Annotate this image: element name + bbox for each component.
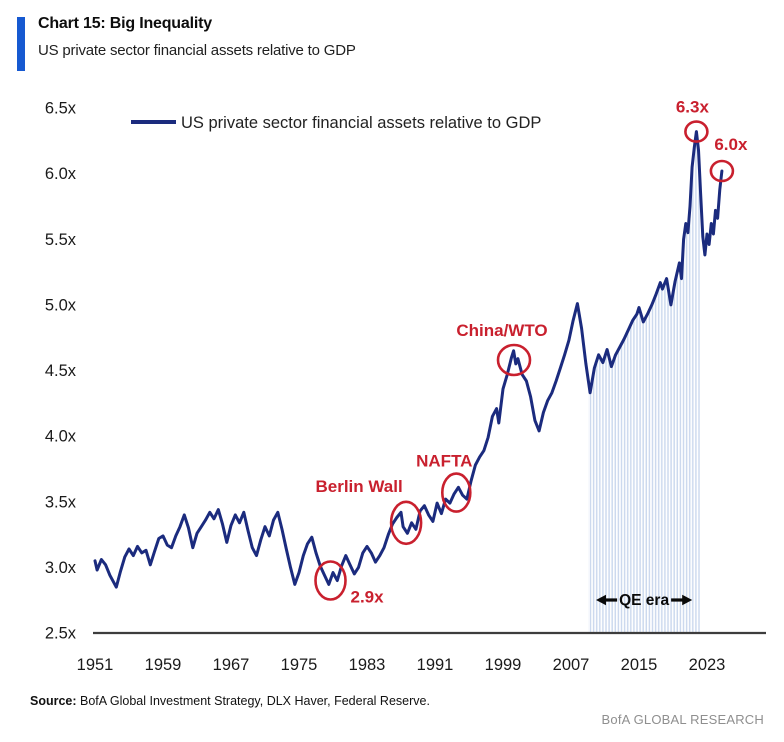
x-tick-label: 1967 bbox=[213, 656, 250, 674]
chart-subtitle: US private sector financial assets relat… bbox=[38, 42, 356, 59]
y-tick-label: 3.5x bbox=[45, 493, 77, 511]
x-tick-label: 1999 bbox=[485, 656, 522, 674]
annotation-label-china-wto: China/WTO bbox=[456, 321, 547, 340]
source-note: Source: BofA Global Investment Strategy,… bbox=[30, 694, 430, 708]
x-tick-label: 2007 bbox=[553, 656, 590, 674]
y-tick-label: 6.5x bbox=[45, 100, 77, 118]
x-tick-label: 1975 bbox=[281, 656, 318, 674]
x-tick-label: 1983 bbox=[349, 656, 386, 674]
annotation-circle-berlin-wall bbox=[389, 500, 423, 546]
annotation-circle-2-9x bbox=[314, 560, 347, 601]
y-tick-label: 6.0x bbox=[45, 165, 77, 183]
qe-left-arrow-head bbox=[596, 594, 606, 606]
chart-title: Chart 15: Big Inequality bbox=[38, 15, 212, 32]
y-tick-label: 3.0x bbox=[45, 559, 77, 577]
source-text: BofA Global Investment Strategy, DLX Hav… bbox=[76, 694, 430, 708]
annotation-label-6-0x: 6.0x bbox=[714, 135, 748, 154]
annotation-circle-6-3x bbox=[684, 120, 709, 143]
y-tick-label: 2.5x bbox=[45, 625, 77, 643]
brand-mark: BofA GLOBAL RESEARCH bbox=[601, 712, 764, 727]
y-tick-label: 5.0x bbox=[45, 296, 77, 314]
x-tick-label: 1959 bbox=[145, 656, 182, 674]
source-label: Source: bbox=[30, 694, 77, 708]
y-tick-label: 4.5x bbox=[45, 362, 77, 380]
annotation-label-nafta: NAFTA bbox=[416, 452, 472, 471]
qe-right-arrow-head bbox=[682, 594, 693, 606]
annotation-circle-china-wto bbox=[496, 343, 532, 377]
annotation-label-2-9x: 2.9x bbox=[351, 588, 385, 607]
annotation-circle-6-0x bbox=[709, 159, 735, 183]
qe-era-label: QE era bbox=[619, 592, 669, 609]
y-tick-label: 5.5x bbox=[45, 231, 77, 249]
title-accent-bar bbox=[17, 17, 25, 71]
qe-era-annotation: QE era bbox=[596, 592, 693, 609]
annotation-circle-nafta bbox=[440, 472, 472, 513]
qe-era-shading bbox=[588, 131, 701, 633]
x-tick-label: 2015 bbox=[621, 656, 658, 674]
data-line bbox=[93, 130, 724, 589]
x-tick-label: 1951 bbox=[77, 656, 114, 674]
annotation-label-berlin-wall: Berlin Wall bbox=[315, 477, 402, 496]
x-tick-label: 1991 bbox=[417, 656, 454, 674]
x-tick-label: 2023 bbox=[689, 656, 726, 674]
annotation-label-6-3x: 6.3x bbox=[676, 98, 710, 117]
y-tick-label: 4.0x bbox=[45, 428, 77, 446]
legend-label: US private sector financial assets relat… bbox=[181, 114, 541, 132]
